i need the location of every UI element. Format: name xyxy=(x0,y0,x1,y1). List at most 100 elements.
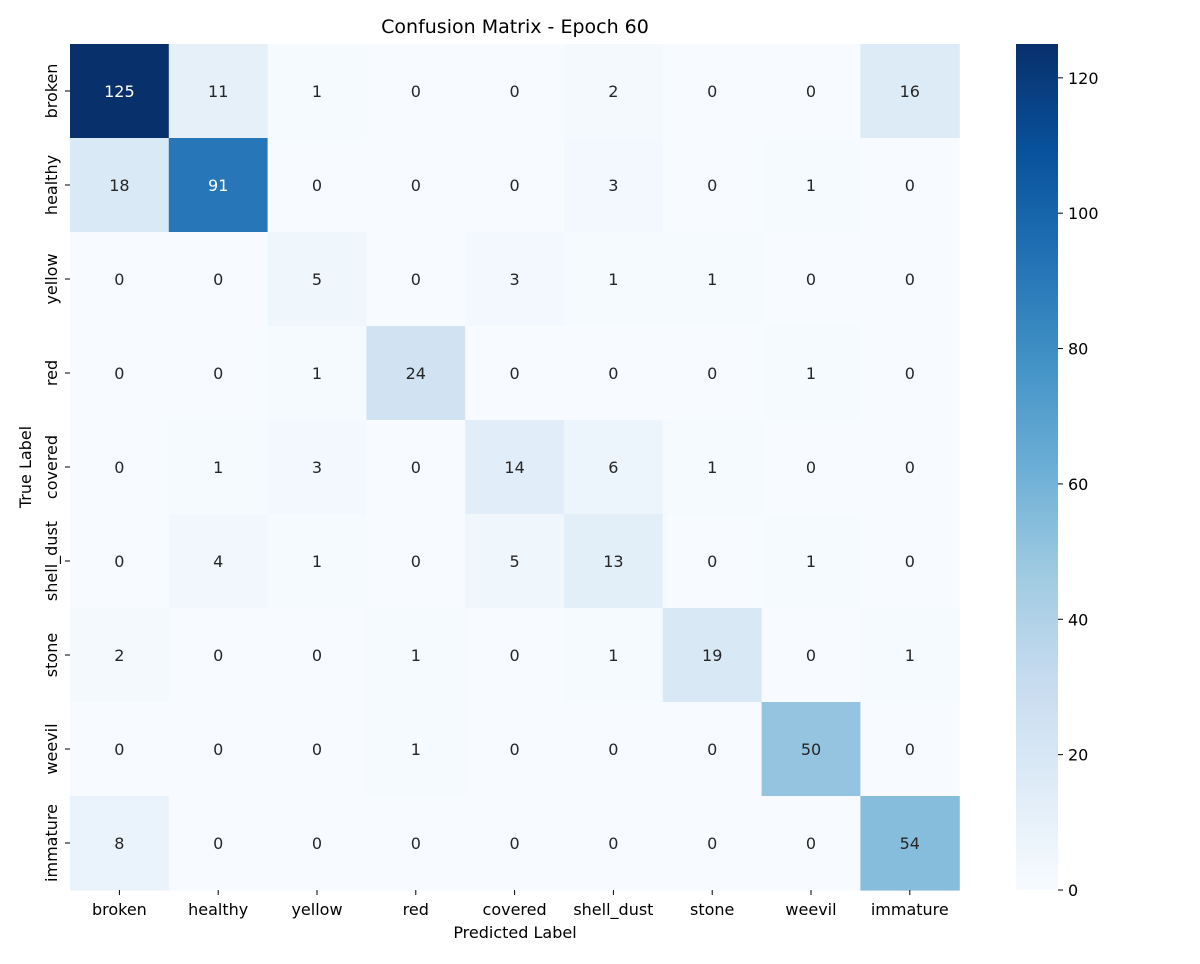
chart-title: Confusion Matrix - Epoch 60 xyxy=(381,16,649,38)
cell-value-label: 0 xyxy=(114,458,124,477)
heatmap-cell xyxy=(70,796,170,891)
heatmap-cell xyxy=(168,796,269,891)
colorbar-tick-label: 120 xyxy=(1068,69,1099,88)
heatmap-cell xyxy=(761,702,861,797)
cell-value-label: 0 xyxy=(510,82,520,101)
cell-value-label: 6 xyxy=(608,458,618,477)
colorbar-tick-label: 20 xyxy=(1068,746,1088,765)
x-axis: broken healthy yellow red covered shell_dust s… xyxy=(92,890,949,920)
cell-value-label: 1 xyxy=(707,458,717,477)
heatmap-cell xyxy=(465,138,565,233)
cell-value-label: 0 xyxy=(114,552,124,571)
cell-value-label: 0 xyxy=(905,364,915,383)
heatmap-cell xyxy=(761,232,861,327)
heatmap-cell xyxy=(70,326,170,421)
cell-value-label: 1 xyxy=(312,552,322,571)
x-tick-label: broken xyxy=(92,900,147,919)
heatmap-cell xyxy=(267,420,367,515)
colorbar: 0 20 40 60 80 100 120 xyxy=(1016,44,1099,900)
heatmap-cell xyxy=(860,796,960,891)
cell-value-label: 0 xyxy=(312,176,322,195)
cell-value-label: 0 xyxy=(510,646,520,665)
cell-value-label: 5 xyxy=(312,270,322,289)
heatmap-cell xyxy=(564,44,664,139)
heatmap-cell xyxy=(662,702,763,797)
cell-value-label: 1 xyxy=(312,364,322,383)
cell-value-label: 0 xyxy=(213,270,223,289)
heatmap-cell xyxy=(267,608,367,703)
heatmap-cell xyxy=(168,138,269,233)
heatmap-cell xyxy=(465,796,565,891)
y-tick-label: healthy xyxy=(42,155,61,215)
heatmap-cell xyxy=(168,420,269,515)
cell-value-label: 0 xyxy=(806,82,816,101)
cell-value-label: 0 xyxy=(114,364,124,383)
heatmap-cell xyxy=(564,232,664,327)
heatmap-cell xyxy=(465,232,565,327)
cell-value-label: 3 xyxy=(312,458,322,477)
cell-value-label: 0 xyxy=(806,834,816,853)
heatmap-cell xyxy=(662,232,763,327)
colorbar-tick-label: 0 xyxy=(1068,881,1078,900)
heatmap-cell xyxy=(860,420,960,515)
heatmap-cell xyxy=(465,44,565,139)
cell-value-label: 1 xyxy=(806,552,816,571)
heatmap-cell xyxy=(168,608,269,703)
cell-value-label: 1 xyxy=(213,458,223,477)
cell-value-label: 1 xyxy=(411,646,421,665)
y-tick-label: immature xyxy=(42,804,61,882)
cell-value-label: 0 xyxy=(905,176,915,195)
cell-value-label: 13 xyxy=(603,552,623,571)
heatmap-cell xyxy=(267,232,367,327)
cell-value-label: 1 xyxy=(411,740,421,759)
cell-value-label: 3 xyxy=(510,270,520,289)
cell-value-label: 2 xyxy=(608,82,618,101)
heatmap-cell xyxy=(267,138,367,233)
cell-value-label: 19 xyxy=(702,646,722,665)
heatmap-cell xyxy=(662,514,763,609)
heatmap-cell xyxy=(662,44,763,139)
heatmap-cell xyxy=(662,420,763,515)
x-tick-label: healthy xyxy=(188,900,248,919)
heatmap-cell xyxy=(662,326,763,421)
heatmap-cell xyxy=(168,702,269,797)
cell-value-label: 0 xyxy=(707,552,717,571)
heatmap-cell xyxy=(564,796,664,891)
cell-value-label: 1 xyxy=(707,270,717,289)
heatmap-cell xyxy=(366,702,466,797)
heatmap-cell xyxy=(366,420,466,515)
heatmap-cell xyxy=(860,232,960,327)
heatmap-cell xyxy=(267,702,367,797)
heatmap-cell xyxy=(662,608,763,703)
cell-value-label: 5 xyxy=(510,552,520,571)
x-tick-label: weevil xyxy=(785,900,836,919)
y-axis-label: True Label xyxy=(16,426,35,509)
cell-value-label: 18 xyxy=(109,176,129,195)
heatmap-cell xyxy=(860,44,960,139)
cell-value-label: 0 xyxy=(905,458,915,477)
heatmap-cell xyxy=(267,796,367,891)
cell-value-label: 14 xyxy=(504,458,524,477)
x-axis-label: Predicted Label xyxy=(453,923,576,942)
cell-value-label: 0 xyxy=(707,364,717,383)
cell-value-label: 0 xyxy=(608,834,618,853)
heatmap-cell xyxy=(465,608,565,703)
heatmap-cell xyxy=(564,138,664,233)
heatmap-cell xyxy=(366,796,466,891)
cell-value-label: 0 xyxy=(411,270,421,289)
cell-value-label: 1 xyxy=(806,176,816,195)
heatmap-cell xyxy=(465,326,565,421)
colorbar-tick-label: 40 xyxy=(1068,610,1088,629)
y-tick-label: shell_dust xyxy=(42,521,62,601)
cell-value-label: 0 xyxy=(707,740,717,759)
heatmap-cell xyxy=(761,796,861,891)
cell-value-label: 0 xyxy=(312,740,322,759)
heatmap-cell xyxy=(761,608,861,703)
cell-value-label: 0 xyxy=(213,740,223,759)
heatmap-cell xyxy=(366,514,466,609)
heatmap-cell xyxy=(168,232,269,327)
cell-value-label: 0 xyxy=(411,176,421,195)
heatmap-cell xyxy=(70,608,170,703)
heatmap-cell xyxy=(70,420,170,515)
cell-value-label: 0 xyxy=(114,740,124,759)
